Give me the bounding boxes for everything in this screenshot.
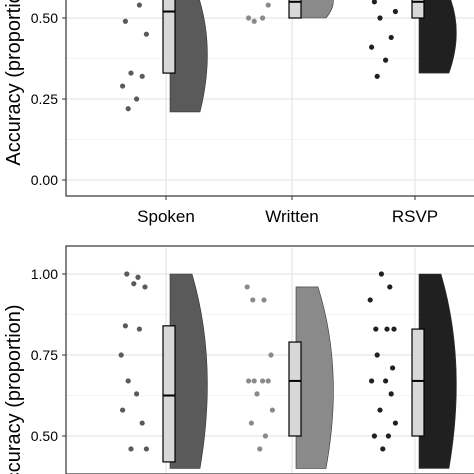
data-point bbox=[369, 378, 375, 384]
data-point bbox=[136, 326, 142, 332]
density-cloud bbox=[295, 0, 334, 19]
data-point bbox=[125, 106, 131, 112]
density-cloud bbox=[169, 0, 208, 113]
data-point bbox=[124, 271, 130, 277]
group-rsvp bbox=[367, 271, 457, 469]
data-point bbox=[251, 18, 257, 24]
data-point bbox=[135, 274, 141, 280]
data-point bbox=[268, 352, 274, 358]
data-point bbox=[265, 2, 271, 8]
data-point bbox=[391, 326, 397, 332]
data-point bbox=[143, 31, 149, 37]
data-point bbox=[134, 391, 140, 397]
data-point bbox=[374, 73, 380, 79]
density-cloud bbox=[418, 273, 457, 469]
group-spoken bbox=[118, 271, 208, 469]
data-point bbox=[269, 407, 275, 413]
data-point bbox=[383, 57, 389, 63]
data-point bbox=[261, 297, 267, 303]
data-point bbox=[371, 433, 377, 439]
data-point bbox=[246, 15, 252, 21]
data-point bbox=[392, 8, 398, 15]
data-point bbox=[262, 433, 268, 439]
data-point bbox=[378, 271, 384, 277]
data-point bbox=[134, 96, 140, 102]
box bbox=[162, 325, 176, 463]
panel-top: 0.00 0.25 0.50 Spoken Written RSVP Accuracy (p… bbox=[3, 0, 474, 226]
data-point bbox=[250, 297, 256, 303]
y-tick-label: 0.75 bbox=[31, 347, 58, 363]
data-point bbox=[118, 352, 124, 358]
plot-area bbox=[66, 248, 474, 474]
box bbox=[162, 0, 176, 74]
data-point bbox=[125, 378, 131, 384]
data-point bbox=[120, 407, 126, 413]
data-point bbox=[374, 352, 380, 358]
data-point bbox=[388, 391, 394, 397]
data-point bbox=[371, 0, 377, 5]
group-written bbox=[246, 0, 334, 24]
density-cloud bbox=[169, 273, 208, 469]
group-rsvp bbox=[369, 0, 457, 79]
plot-area bbox=[66, 0, 474, 196]
y-tick-label: 0.50 bbox=[31, 428, 58, 444]
box bbox=[411, 0, 425, 19]
data-point bbox=[122, 323, 128, 329]
data-point bbox=[142, 284, 148, 290]
data-point bbox=[246, 378, 252, 384]
data-point bbox=[136, 2, 142, 8]
density-cloud bbox=[295, 286, 334, 469]
y-tick-label: 0.25 bbox=[31, 91, 58, 107]
box bbox=[411, 328, 425, 437]
box bbox=[288, 341, 302, 437]
data-point bbox=[251, 378, 257, 384]
panel-border bbox=[65, 0, 474, 197]
x-tick-label: Written bbox=[265, 207, 319, 226]
density-cloud bbox=[418, 0, 457, 74]
data-point bbox=[260, 15, 266, 21]
x-tick-label: RSVP bbox=[392, 207, 438, 226]
data-point bbox=[254, 391, 260, 397]
data-point bbox=[122, 18, 128, 24]
data-point bbox=[380, 446, 386, 452]
data-point bbox=[128, 446, 134, 452]
data-point bbox=[128, 70, 134, 76]
data-point bbox=[131, 281, 137, 287]
data-point bbox=[265, 378, 271, 384]
data-point bbox=[373, 326, 379, 332]
group-written bbox=[244, 284, 334, 469]
data-point bbox=[387, 284, 393, 290]
data-point bbox=[377, 407, 383, 413]
data-point bbox=[369, 44, 375, 50]
data-point bbox=[384, 326, 390, 332]
data-point bbox=[383, 378, 389, 384]
panel-border bbox=[65, 245, 474, 474]
y-tick-label: 1.00 bbox=[31, 266, 58, 282]
data-point bbox=[390, 365, 396, 371]
y-axis-title: Accuracy (proportion) bbox=[3, 0, 25, 166]
data-point bbox=[120, 83, 126, 89]
x-tick-label: Spoken bbox=[137, 207, 195, 226]
data-point bbox=[260, 378, 266, 384]
data-point bbox=[244, 284, 250, 290]
data-point bbox=[377, 15, 383, 21]
panel-bottom: 0.50 0.75 1.00 Accuracy (proportion) bbox=[3, 245, 474, 474]
data-point bbox=[143, 446, 149, 452]
y-axis-title: Accuracy (proportion) bbox=[3, 304, 25, 474]
y-tick-label: 0.00 bbox=[31, 172, 58, 188]
data-point bbox=[388, 34, 394, 41]
data-point bbox=[248, 420, 254, 426]
data-point bbox=[392, 420, 398, 426]
data-point bbox=[367, 297, 373, 303]
group-spoken bbox=[120, 0, 208, 113]
data-point bbox=[257, 446, 263, 452]
data-point bbox=[139, 420, 145, 426]
data-point bbox=[385, 433, 391, 439]
y-tick-label: 0.50 bbox=[31, 10, 58, 26]
data-point bbox=[139, 73, 145, 79]
